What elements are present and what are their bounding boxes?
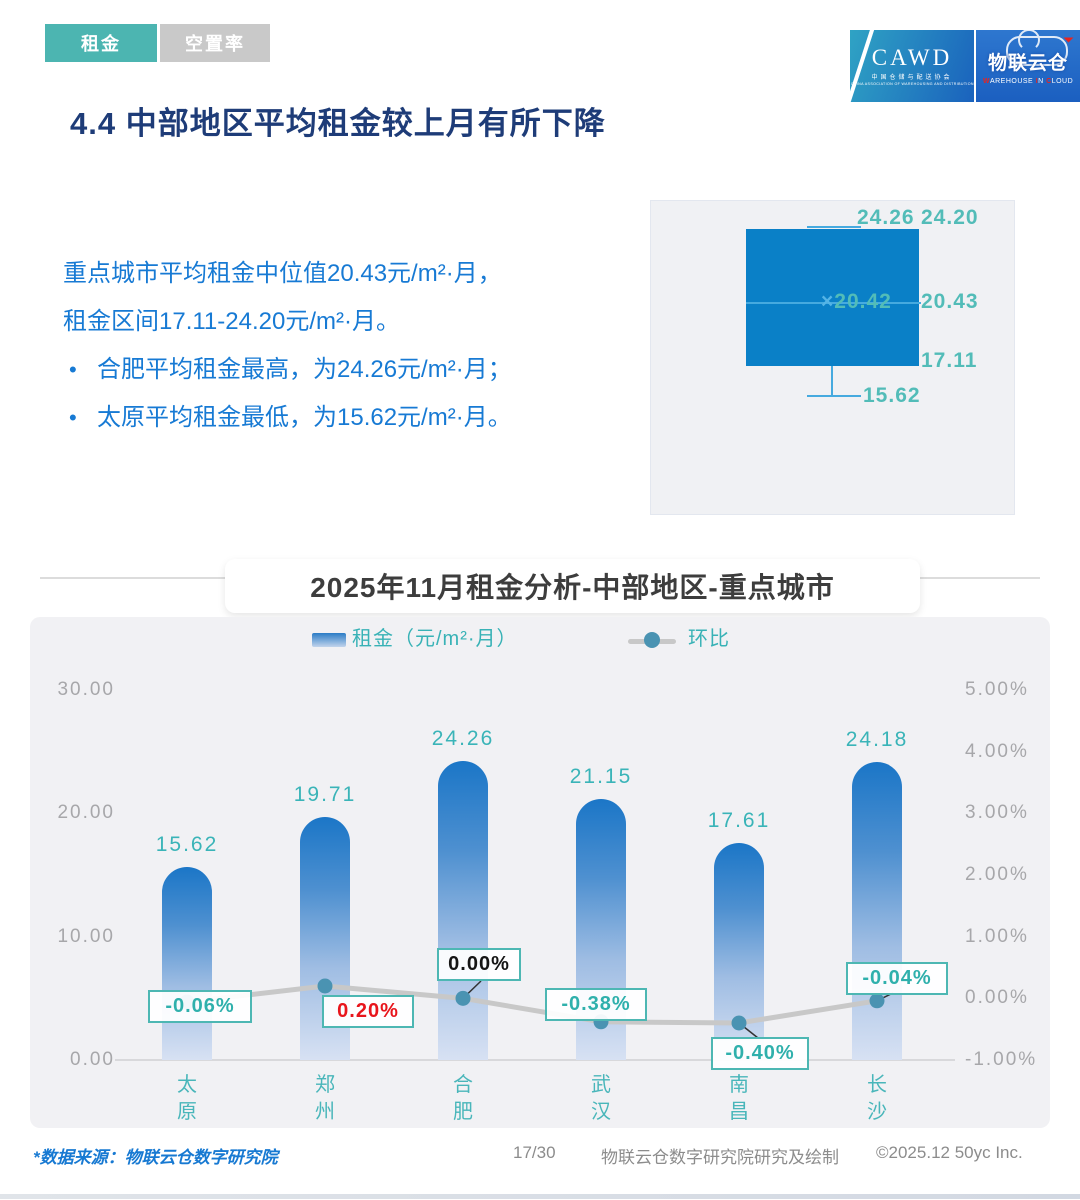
boxplot-median-label: 20.43 xyxy=(921,290,979,313)
cawd-logo-text: CAWD xyxy=(871,45,953,70)
ratio-label: -0.38% xyxy=(545,988,647,1021)
right-axis-tick: -1.00% xyxy=(965,1049,1038,1070)
boxplot-lower-whisker xyxy=(831,366,833,397)
summary-line-2: 租金区间17.11-24.20元/m²·月。 xyxy=(63,308,400,335)
cawd-logo-en: CHINA ASSOCIATION OF WAREHOUSING AND DIS… xyxy=(850,81,974,86)
boxplot-mean-label: ×20.42 xyxy=(821,290,892,313)
boxplot-q3-label: 24.20 xyxy=(921,206,979,229)
legend-line-label: 环比 xyxy=(688,628,730,650)
boxplot-max-label: 24.26 xyxy=(857,206,915,229)
cloud-icon xyxy=(1006,30,1068,66)
bar-value-label: 21.15 xyxy=(569,765,633,789)
ratio-label: -0.04% xyxy=(846,962,948,995)
cawd-logo-cn: 中国仓储与配送协会 xyxy=(871,75,953,81)
category-label: 太 原 xyxy=(177,1074,197,1123)
right-axis-tick: 2.00% xyxy=(965,864,1029,885)
copyright-text: ©2025.12 50yc Inc. xyxy=(876,1143,1023,1162)
tab-rent[interactable]: 租金 xyxy=(45,24,157,62)
credit-text: 物联云仓数字研究院研究及绘制 xyxy=(601,1148,839,1167)
right-axis-tick: 5.00% xyxy=(965,679,1029,700)
bar-value-label: 19.71 xyxy=(293,782,357,806)
ratio-label: -0.40% xyxy=(711,1037,809,1070)
boxplot-min-label: 15.62 xyxy=(863,384,921,407)
boxplot-q1-label: 17.11 xyxy=(921,349,978,372)
category-label: 合 肥 xyxy=(453,1074,473,1123)
left-axis-tick: 20.00 xyxy=(57,802,115,824)
mean-marker-icon: × xyxy=(821,290,835,313)
summary-bullet-1: 合肥平均租金最高，为24.26元/m²·月； xyxy=(63,346,663,394)
legend-line-dot xyxy=(644,632,660,648)
category-label: 武 汉 xyxy=(591,1074,611,1123)
data-source-note: *数据来源：物联云仓数字研究院 xyxy=(33,1148,278,1167)
page-number: 17/30 xyxy=(513,1143,556,1162)
legend-bar-swatch xyxy=(312,633,346,647)
rent-bar xyxy=(438,760,488,1060)
wic-logo-cn: 物联云仓 xyxy=(987,52,1068,74)
ratio-label: 0.00% xyxy=(437,948,521,981)
right-axis-tick: 1.00% xyxy=(965,925,1029,947)
header-logo: CAWD 中国仓储与配送协会 CHINA ASSOCIATION OF WARE… xyxy=(850,30,1080,102)
right-axis-tick: 3.00% xyxy=(965,802,1029,824)
bar-value-label: 24.18 xyxy=(845,727,909,751)
bar-value-label: 17.61 xyxy=(707,808,771,832)
boxplot-lower-whisker-cap xyxy=(807,395,861,397)
page-title: 4.4 中部地区平均租金较上月有所下降 xyxy=(70,106,606,141)
warehouse-in-cloud-logo: 物联云仓 WAREHOUSE IN CLOUD xyxy=(974,30,1080,102)
rent-bar xyxy=(162,867,212,1060)
chart-title: 2025年11月租金分析-中部地区-重点城市 xyxy=(225,559,920,613)
cawd-logo: CAWD 中国仓储与配送协会 CHINA ASSOCIATION OF WARE… xyxy=(850,30,974,102)
right-axis-tick: 4.00% xyxy=(965,740,1029,762)
left-axis-tick: 0.00 xyxy=(70,1049,115,1070)
summary-block: 重点城市平均租金中位值20.43元/m²·月， 租金区间17.11-24.20元… xyxy=(63,250,663,442)
bar-value-label: 24.26 xyxy=(431,726,495,750)
rent-bar xyxy=(852,761,902,1060)
rent-bar xyxy=(714,842,764,1060)
ratio-label: 0.20% xyxy=(322,995,414,1028)
boxplot-box xyxy=(746,229,919,366)
category-label: 南 昌 xyxy=(729,1074,749,1123)
legend-bar-label: 租金（元/m²·月） xyxy=(352,628,518,650)
bar-value-label: 15.62 xyxy=(155,833,219,857)
category-label: 长 沙 xyxy=(867,1074,887,1123)
category-label: 郑 州 xyxy=(315,1074,335,1123)
right-axis-tick: 0.00% xyxy=(965,987,1029,1009)
wic-logo-en: WAREHOUSE IN CLOUD xyxy=(982,77,1074,85)
x-axis-line xyxy=(115,1059,955,1061)
bottom-accent-bar xyxy=(0,1194,1080,1199)
left-axis-tick: 10.00 xyxy=(57,925,115,947)
boxplot-upper-whisker-cap xyxy=(807,226,861,228)
summary-line-1: 重点城市平均租金中位值20.43元/m²·月， xyxy=(63,260,502,287)
boxplot-median-line xyxy=(746,302,921,304)
left-axis-tick: 30.00 xyxy=(57,679,115,700)
tab-vacancy[interactable]: 空置率 xyxy=(160,24,270,62)
summary-bullet-2: 太原平均租金最低，为15.62元/m²·月。 xyxy=(63,394,663,442)
ratio-label: -0.06% xyxy=(148,990,252,1023)
boxplot-panel: 24.26 24.20 ×20.42 20.43 17.11 15.62 xyxy=(650,200,1015,515)
